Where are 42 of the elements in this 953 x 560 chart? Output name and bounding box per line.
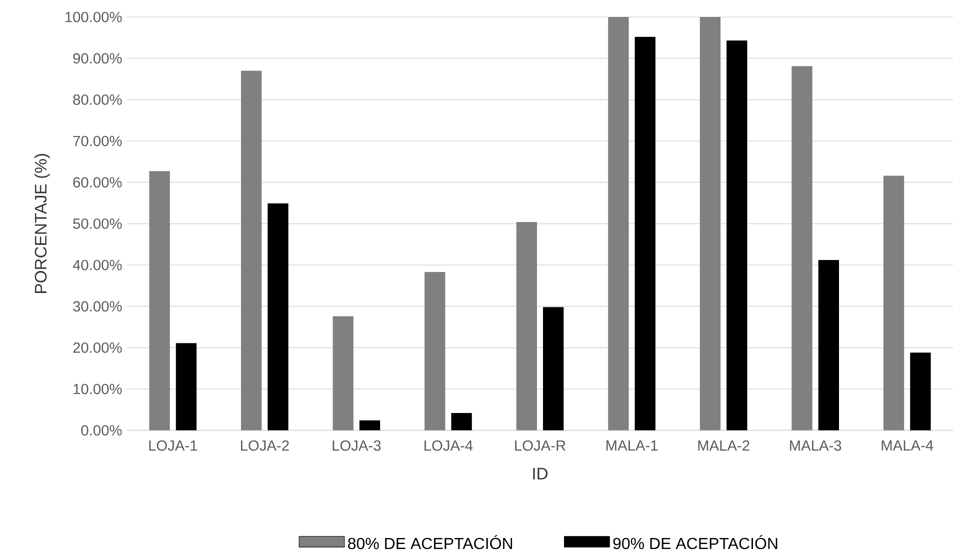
y-tick-label: 50.00% [73, 218, 122, 229]
bar [516, 222, 537, 430]
bar [883, 176, 904, 430]
x-tick-label: MALA-3 [790, 440, 842, 451]
y-tick-label: 0.00% [81, 425, 122, 436]
bar [700, 16, 721, 430]
bar [149, 171, 170, 430]
x-tick-label: MALA-4 [882, 440, 934, 450]
y-tick-label: 20.00% [73, 342, 122, 353]
x-tick-label: LOJA-1 [149, 440, 198, 451]
bar [542, 307, 564, 430]
bar [608, 16, 629, 430]
y-tick-label: 30.00% [73, 301, 122, 312]
x-tick-label: MALA-1 [606, 440, 658, 450]
x-tick-label: LOJA-2 [241, 440, 289, 451]
bar [792, 66, 812, 430]
legend-label: 80% DE ACEPTACIÓN [348, 534, 512, 549]
bar [451, 412, 472, 430]
bar [241, 70, 262, 430]
bar [332, 316, 354, 430]
x-tick-label: LOJA-3 [332, 440, 381, 451]
y-axis-title: PORCENTAJE (%) [34, 154, 50, 293]
bar [818, 260, 839, 430]
bar [910, 352, 931, 430]
bar [268, 203, 288, 430]
bar [634, 36, 656, 430]
y-tick-label: 100.00% [66, 12, 122, 22]
x-tick-label: LOJA-R [515, 440, 566, 451]
y-tick-label: 80.00% [73, 94, 122, 105]
y-tick-label: 70.00% [73, 136, 122, 146]
x-axis-title: ID [533, 468, 548, 480]
y-tick-label: 60.00% [73, 177, 122, 188]
y-tick-label: 40.00% [72, 260, 122, 270]
bar [726, 40, 748, 430]
legend-label: 90% DE ACEPTACIÓN [613, 534, 778, 549]
bar [359, 420, 380, 430]
x-tick-label: LOJA-4 [424, 440, 473, 451]
x-tick-label: MALA-2 [698, 440, 750, 450]
y-tick-label: 90.00% [73, 53, 122, 64]
bar [176, 342, 197, 430]
bar [424, 272, 446, 430]
y-tick-label: 10.00% [74, 384, 122, 394]
